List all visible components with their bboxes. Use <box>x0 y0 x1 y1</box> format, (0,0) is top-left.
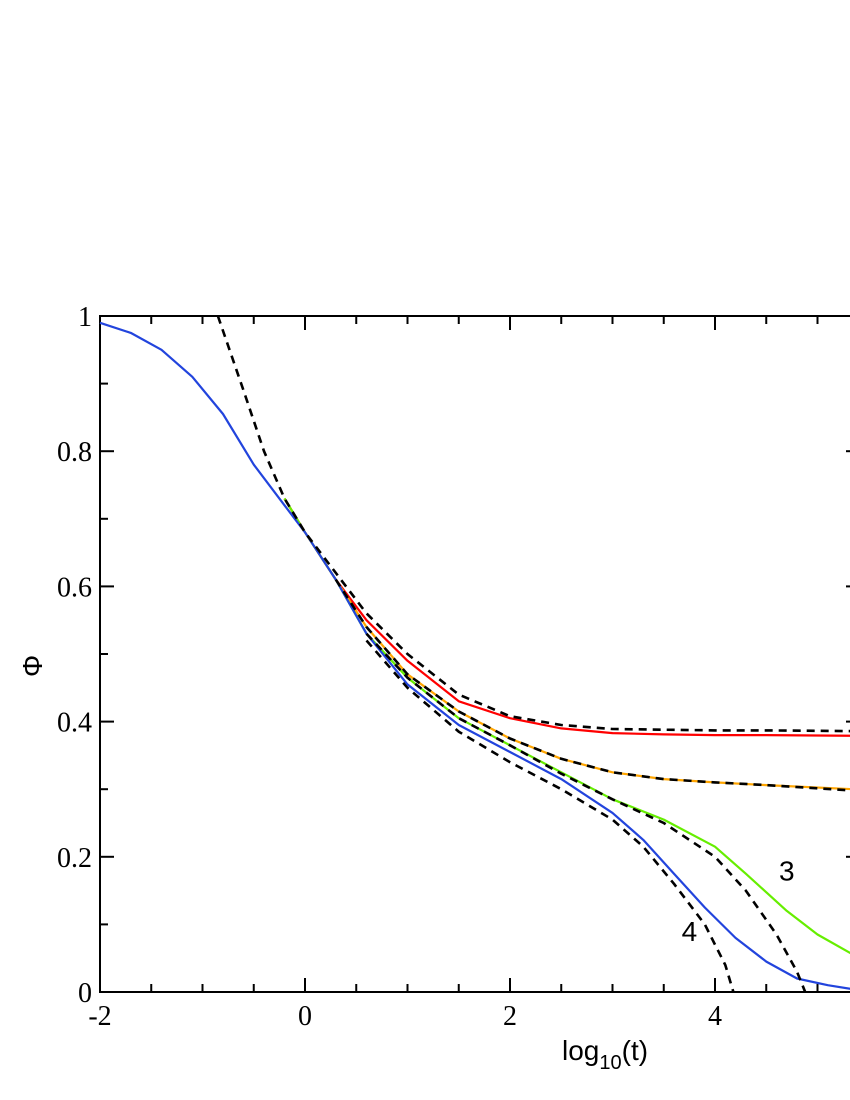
x-axis-title-rest: (t) <box>622 1035 648 1066</box>
y-tick-label: 0.4 <box>57 708 92 739</box>
y-tick-label: 0 <box>78 978 92 1009</box>
series-line-3 <box>283 497 850 955</box>
x-axis-title-subscript: 10 <box>599 1052 621 1074</box>
axis-ticks: -2 0 2 400.20.40.60.81 <box>57 302 850 1032</box>
x-tick-label: -2 <box>88 1001 111 1032</box>
x-tick-label: 2 <box>503 1001 517 1032</box>
y-axis-title: Φ <box>17 655 48 677</box>
curve-label-3: 3 <box>779 855 795 886</box>
x-axis-title-base: log <box>562 1035 599 1066</box>
y-tick-label: 0.2 <box>57 843 92 874</box>
x-axis-title: log10(t) <box>562 1035 648 1074</box>
series-line-8 <box>365 639 735 993</box>
x-tick-label: 4 <box>708 1001 722 1032</box>
y-tick-label: 0.6 <box>57 572 92 603</box>
curve-label-4: 4 <box>682 916 698 947</box>
series-line-6 <box>334 578 850 792</box>
plot-frame <box>99 315 850 993</box>
series-line-7 <box>365 632 807 993</box>
series-layer <box>99 315 850 993</box>
y-tick-label: 0.8 <box>57 437 92 468</box>
series-line-4 <box>99 321 850 990</box>
x-tick-label: 0 <box>298 1001 312 1032</box>
series-line-5 <box>216 315 850 733</box>
y-tick-label: 1 <box>78 302 92 333</box>
annotation-layer: 34 <box>682 855 795 947</box>
